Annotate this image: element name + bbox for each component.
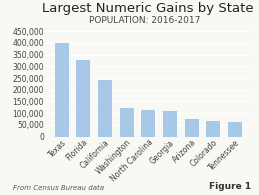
Bar xyxy=(98,80,112,136)
Title: Largest Numeric Gains by State: Largest Numeric Gains by State xyxy=(42,2,254,15)
Bar xyxy=(55,43,69,136)
Bar xyxy=(120,108,134,136)
Bar xyxy=(163,111,177,136)
Text: Figure 1: Figure 1 xyxy=(209,182,251,191)
Bar xyxy=(141,110,155,136)
Bar xyxy=(228,122,242,136)
Bar xyxy=(184,119,199,136)
Bar xyxy=(206,121,220,136)
Text: From Census Bureau data: From Census Bureau data xyxy=(13,185,104,191)
Bar xyxy=(76,60,90,136)
Text: POPULATION: 2016-2017: POPULATION: 2016-2017 xyxy=(89,16,201,25)
